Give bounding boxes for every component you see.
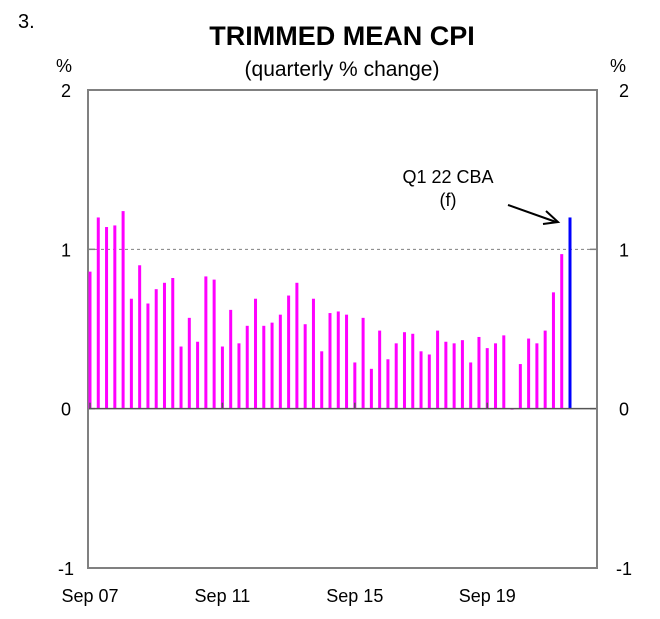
bar-jun-10 xyxy=(179,346,183,409)
bar-jun-09 xyxy=(146,303,150,409)
bar-mar-09 xyxy=(138,265,142,409)
bar-dec-18 xyxy=(460,340,464,409)
y-tick-label-left: 2 xyxy=(61,81,71,101)
bar-mar-15 xyxy=(336,311,340,409)
bar-dec-16 xyxy=(394,343,398,409)
annotation-line1: Q1 22 CBA xyxy=(402,167,493,187)
bar-jun-12 xyxy=(245,325,249,409)
bar-mar-14 xyxy=(303,324,307,409)
x-tick-label: Sep 15 xyxy=(326,586,383,606)
y-tick-label-right: 1 xyxy=(619,240,629,260)
bar-mar-21 xyxy=(535,343,539,409)
x-tick-label: Sep 19 xyxy=(459,586,516,606)
bar-jun-16 xyxy=(378,330,382,409)
bar-mar-19 xyxy=(469,362,473,409)
bar-dec-10 xyxy=(196,341,200,409)
y-tick-label-left: 0 xyxy=(61,400,71,420)
bar-dec-13 xyxy=(295,282,299,409)
bar-sep-17 xyxy=(419,351,423,409)
bar-dec-09 xyxy=(162,282,166,409)
y-axis-label-right: % xyxy=(610,56,626,76)
bar-sep-14 xyxy=(320,351,324,409)
bar-dec-15 xyxy=(361,317,365,409)
bar-sep-11 xyxy=(220,346,224,409)
annotation-arrow xyxy=(507,204,561,225)
bar-sep-08 xyxy=(121,211,125,409)
y-tick-label-left: 1 xyxy=(61,240,71,260)
bar-sep-13 xyxy=(287,295,291,409)
bar-jun-08 xyxy=(113,225,117,409)
bar-dec-12 xyxy=(262,325,266,409)
bar-dec-21 xyxy=(560,254,564,409)
plot-area-border xyxy=(87,89,598,569)
bar-dec-08 xyxy=(129,298,133,409)
bar-mar-10 xyxy=(171,278,175,409)
bar-jun-11 xyxy=(212,279,216,409)
bar-jun-14 xyxy=(311,298,315,409)
bar-mar-16 xyxy=(369,368,373,409)
bar-sep-16 xyxy=(386,359,390,409)
bar-mar-11 xyxy=(204,276,208,409)
y-tick-label-right: -1 xyxy=(616,559,632,579)
bar-sep-18 xyxy=(452,343,456,409)
bar-sep-19 xyxy=(485,348,489,409)
bar-sep-20 xyxy=(518,364,522,409)
bar-mar-13 xyxy=(270,322,274,409)
x-tick-label: Sep 07 xyxy=(61,586,118,606)
bar-dec-14 xyxy=(328,313,332,409)
bar-jun-13 xyxy=(278,314,282,409)
bar-jun-15 xyxy=(345,314,349,409)
bar-sep-12 xyxy=(254,298,258,409)
bar-dec-20 xyxy=(527,338,531,409)
annotation-line2: (f) xyxy=(440,190,457,210)
bar-mar-18 xyxy=(436,330,440,409)
bar-dec-17 xyxy=(427,354,431,409)
bar-mar-17 xyxy=(402,332,406,409)
bar-mar-20 xyxy=(502,335,506,409)
y-tick-label-left: -1 xyxy=(58,559,74,579)
bar-mar-12 xyxy=(237,343,241,409)
forecast-bar-mar-22 xyxy=(568,217,572,409)
bar-jun-18 xyxy=(444,341,448,409)
bar-dec-07 xyxy=(96,217,100,409)
y-tick-label-right: 0 xyxy=(619,400,629,420)
bar-sep-10 xyxy=(187,317,191,409)
bar-jun-17 xyxy=(411,333,415,409)
bar-mar-08 xyxy=(105,227,109,409)
bar-dec-11 xyxy=(229,309,233,409)
y-tick-label-right: 2 xyxy=(619,81,629,101)
chart-subtitle: (quarterly % change) xyxy=(245,58,440,81)
bar-sep-07 xyxy=(88,271,92,409)
x-tick-label: Sep 11 xyxy=(195,586,251,606)
y-axis-label-left: % xyxy=(56,56,72,76)
bar-jun-19 xyxy=(477,336,481,409)
bar-sep-21 xyxy=(551,292,555,409)
bar-dec-19 xyxy=(494,343,498,409)
bar-sep-15 xyxy=(353,362,357,409)
bar-sep-09 xyxy=(154,289,158,409)
chart-title: TRIMMED MEAN CPI xyxy=(209,21,475,51)
figure-number: 3. xyxy=(18,11,35,33)
bar-jun-21 xyxy=(543,330,547,409)
